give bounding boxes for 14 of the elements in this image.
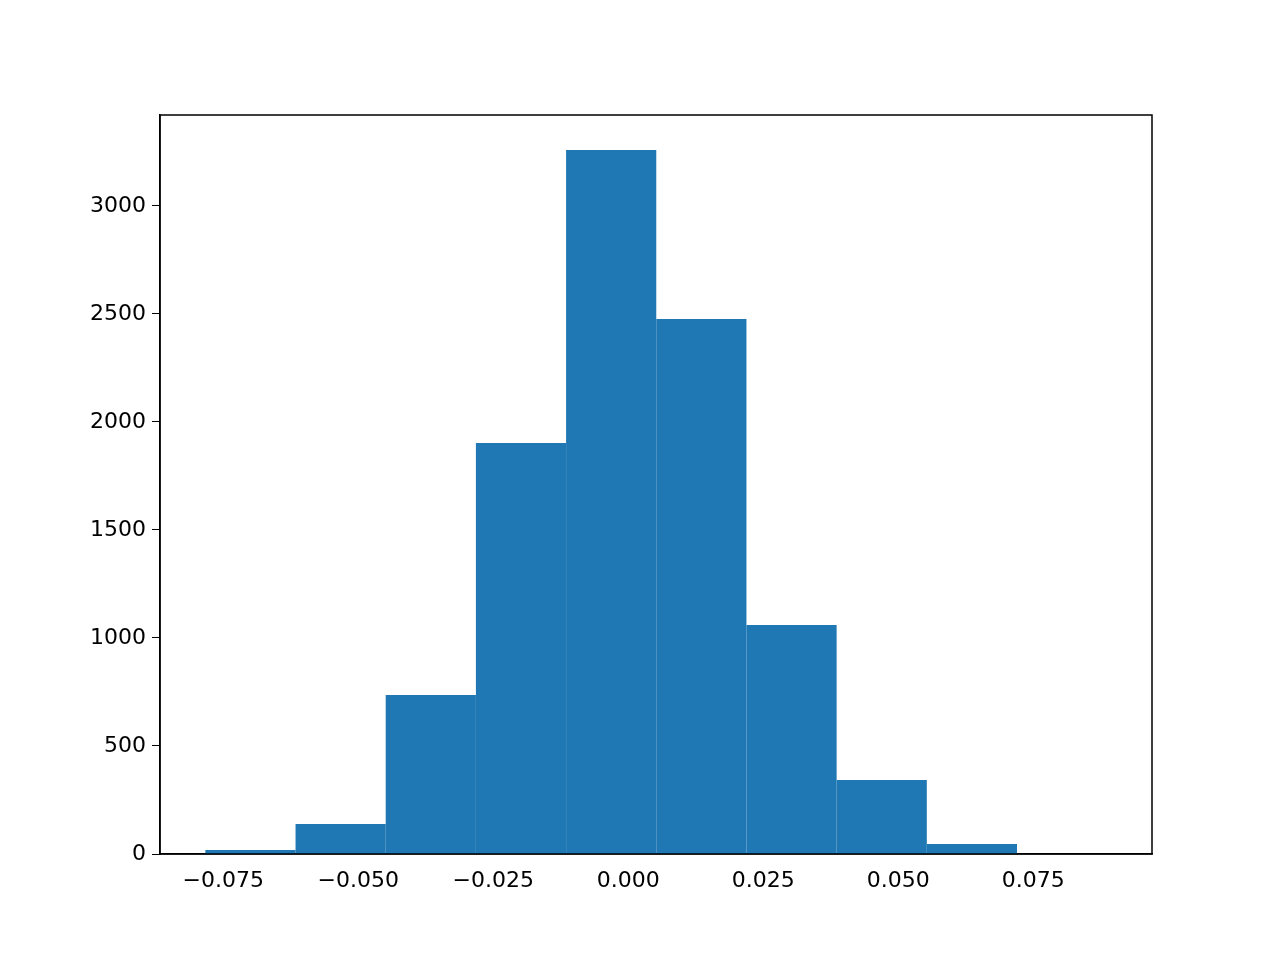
x-tick-label: −0.025	[452, 866, 534, 892]
x-tick-label: 0.050	[866, 866, 930, 892]
y-tick-label: 1000	[90, 623, 146, 649]
y-tick-label: 2000	[90, 407, 146, 433]
x-tick-label: 0.075	[1001, 866, 1065, 892]
y-tick-label: 3000	[90, 191, 146, 217]
y-tick-label: 500	[104, 731, 146, 757]
x-tick-label: −0.050	[317, 866, 399, 892]
x-tick-label: −0.075	[182, 866, 264, 892]
y-tick-label: 1500	[90, 515, 146, 541]
y-tick-label: 0	[132, 839, 146, 865]
y-tick-label: 2500	[90, 299, 146, 325]
x-tick-label: 0.000	[596, 866, 660, 892]
x-tick-label: 0.025	[731, 866, 795, 892]
